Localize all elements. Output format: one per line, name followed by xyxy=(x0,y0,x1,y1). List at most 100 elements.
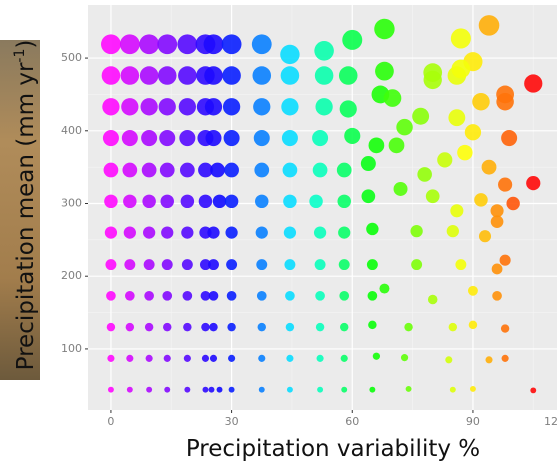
point xyxy=(485,356,493,364)
point xyxy=(145,354,153,362)
point xyxy=(499,254,511,266)
point xyxy=(472,92,490,111)
point xyxy=(119,34,140,55)
point xyxy=(492,291,502,301)
point xyxy=(180,194,195,209)
point xyxy=(182,291,193,301)
point xyxy=(455,259,467,271)
point xyxy=(139,34,160,55)
point xyxy=(383,89,402,107)
point xyxy=(144,291,154,301)
point xyxy=(106,322,116,332)
point xyxy=(184,386,191,393)
point xyxy=(142,194,156,209)
y-tick-label: 500 xyxy=(61,51,82,64)
point xyxy=(212,194,227,209)
point xyxy=(102,130,119,147)
point xyxy=(500,324,510,333)
point xyxy=(140,98,158,116)
point xyxy=(164,386,171,393)
point xyxy=(366,259,378,271)
point xyxy=(202,386,209,393)
point xyxy=(101,66,121,85)
point xyxy=(524,74,543,93)
point xyxy=(143,259,155,271)
point xyxy=(181,259,193,271)
point xyxy=(163,322,172,332)
point xyxy=(451,59,471,79)
point xyxy=(368,320,377,330)
point xyxy=(281,130,298,147)
point xyxy=(285,322,295,332)
point xyxy=(179,162,195,178)
point xyxy=(162,291,173,301)
point xyxy=(252,66,272,85)
point xyxy=(464,124,482,141)
point xyxy=(141,162,157,178)
point xyxy=(338,259,350,271)
point xyxy=(139,66,159,85)
point xyxy=(179,130,196,147)
point xyxy=(126,354,134,362)
point xyxy=(445,356,453,364)
point xyxy=(283,226,297,239)
point xyxy=(338,226,351,239)
point xyxy=(281,98,299,116)
point xyxy=(457,144,473,161)
point xyxy=(526,176,541,191)
point xyxy=(223,130,240,147)
point xyxy=(225,226,238,239)
point xyxy=(448,109,466,127)
point xyxy=(478,230,492,243)
point xyxy=(337,194,351,209)
point xyxy=(449,386,456,393)
point xyxy=(203,34,224,55)
point xyxy=(446,224,459,238)
point xyxy=(101,34,121,55)
point xyxy=(102,98,120,116)
point xyxy=(144,322,154,332)
point xyxy=(501,354,509,362)
point xyxy=(286,354,294,362)
point xyxy=(448,322,458,332)
point xyxy=(375,61,394,81)
point xyxy=(468,320,478,330)
point xyxy=(199,259,211,271)
point xyxy=(437,152,453,168)
point xyxy=(450,204,464,218)
point xyxy=(141,130,158,147)
point xyxy=(338,66,358,85)
point xyxy=(258,354,266,362)
point xyxy=(107,386,114,393)
point xyxy=(157,66,177,85)
point xyxy=(178,98,196,116)
point xyxy=(474,193,488,207)
point xyxy=(393,181,408,196)
point xyxy=(341,386,348,393)
point xyxy=(388,137,405,154)
point xyxy=(159,162,175,178)
x-axis-title: Precipitation variability % xyxy=(186,436,480,462)
x-tick-label: 120 xyxy=(544,415,557,428)
point xyxy=(501,130,518,147)
y-tick-label: 200 xyxy=(61,269,82,282)
point xyxy=(103,162,119,178)
point xyxy=(159,130,176,147)
point xyxy=(425,189,440,204)
point xyxy=(498,177,513,192)
point xyxy=(366,222,379,236)
point xyxy=(198,162,213,178)
point xyxy=(312,130,329,147)
point xyxy=(183,354,191,362)
point xyxy=(340,354,348,362)
point xyxy=(280,44,300,65)
y-axis-title-sup: -1 xyxy=(12,49,28,63)
point xyxy=(314,66,334,85)
point xyxy=(258,386,265,393)
point xyxy=(120,66,140,85)
point xyxy=(123,226,136,239)
point xyxy=(201,354,210,362)
point xyxy=(339,291,350,301)
points xyxy=(101,15,543,394)
point xyxy=(285,291,295,301)
